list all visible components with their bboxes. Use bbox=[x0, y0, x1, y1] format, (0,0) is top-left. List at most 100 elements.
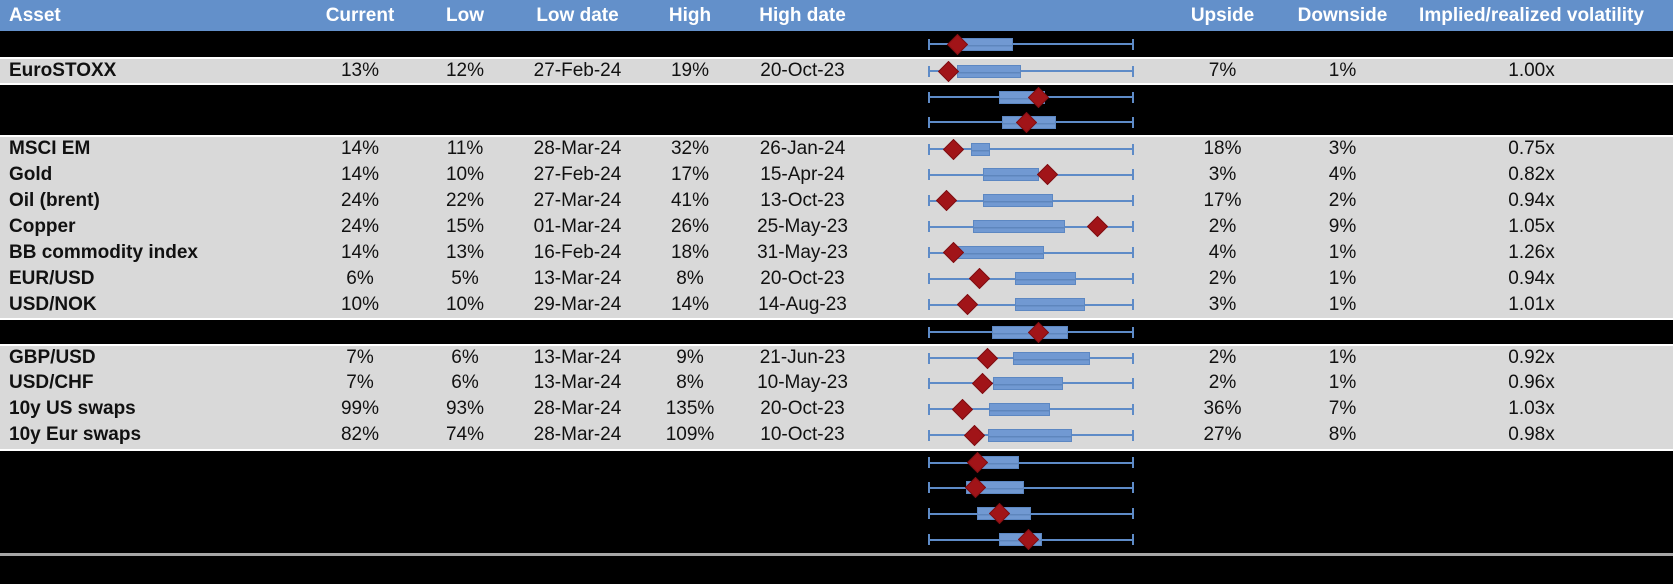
table-row: 10y Eur swaps 82% 74% 28-Mar-24 109% 10-… bbox=[0, 422, 1673, 449]
downside-cell bbox=[1295, 31, 1390, 57]
whisker-cap-right bbox=[1132, 221, 1134, 233]
high-date-cell bbox=[725, 527, 880, 553]
asset-cell: USD/NOK bbox=[9, 293, 97, 315]
boxplot bbox=[928, 370, 1134, 396]
table-row: Gold 14% 10% 27-Feb-24 17% 15-Apr-24 3% … bbox=[0, 161, 1673, 188]
box-range bbox=[1014, 272, 1076, 286]
box-range bbox=[955, 246, 1044, 260]
boxplot bbox=[928, 58, 1134, 84]
low-cell: 74% bbox=[445, 424, 485, 446]
low-date-cell: 13-Mar-24 bbox=[533, 347, 622, 369]
whisker-cap-right bbox=[1132, 457, 1134, 469]
box-range bbox=[992, 376, 1063, 390]
current-cell: 14% bbox=[340, 138, 380, 160]
upside-cell: 3% bbox=[1208, 293, 1237, 315]
high-date-cell: 13-Oct-23 bbox=[760, 189, 845, 211]
current-marker-diamond bbox=[971, 372, 993, 394]
low-cell bbox=[430, 451, 500, 475]
high-cell bbox=[655, 31, 725, 57]
high-cell: 17% bbox=[670, 163, 710, 185]
implied-realized-cell bbox=[1390, 451, 1673, 475]
current-marker-diamond bbox=[968, 268, 990, 290]
upside-cell: 36% bbox=[1203, 398, 1242, 420]
low-date-cell bbox=[500, 451, 655, 475]
downside-cell bbox=[1295, 501, 1390, 527]
boxplot bbox=[928, 240, 1134, 266]
low-date-cell: 29-Mar-24 bbox=[533, 293, 622, 315]
current-cell bbox=[290, 31, 430, 57]
table-row: GBP/USD 7% 6% 13-Mar-24 9% 21-Jun-23 2% … bbox=[0, 344, 1673, 371]
low-date-cell: 28-Mar-24 bbox=[533, 398, 622, 420]
whisker-cap-right bbox=[1132, 508, 1134, 520]
asset-cell bbox=[0, 501, 290, 527]
low-date-cell bbox=[500, 475, 655, 501]
asset-cell bbox=[0, 109, 290, 135]
low-cell: 5% bbox=[451, 267, 479, 289]
box-range bbox=[983, 168, 1040, 182]
downside-cell: 4% bbox=[1328, 163, 1357, 185]
upside-cell: 18% bbox=[1203, 138, 1242, 160]
spacer-row bbox=[0, 31, 1673, 58]
low-date-cell bbox=[500, 501, 655, 527]
whisker-cap-left bbox=[928, 221, 930, 233]
whisker-cap-right bbox=[1132, 273, 1134, 285]
downside-cell: 1% bbox=[1328, 241, 1357, 263]
current-cell: 82% bbox=[340, 424, 380, 446]
implied-realized-cell: 0.98x bbox=[1508, 424, 1555, 446]
boxplot bbox=[928, 527, 1134, 553]
upside-cell: 2% bbox=[1208, 347, 1237, 369]
current-cell: 6% bbox=[346, 267, 374, 289]
upside-cell: 17% bbox=[1203, 189, 1242, 211]
whisker-cap-left bbox=[928, 457, 930, 469]
downside-cell: 1% bbox=[1328, 293, 1357, 315]
current-marker-diamond bbox=[1036, 163, 1059, 186]
high-cell: 109% bbox=[665, 424, 715, 446]
box-range bbox=[971, 142, 990, 156]
upside-cell bbox=[1150, 85, 1295, 109]
current-cell bbox=[290, 109, 430, 135]
whisker-cap-left bbox=[928, 273, 930, 285]
implied-realized-cell bbox=[1390, 475, 1673, 501]
whisker-cap-left bbox=[928, 326, 930, 338]
low-date-cell: 27-Feb-24 bbox=[533, 163, 622, 185]
asset-cell bbox=[0, 85, 290, 109]
asset-cell: MSCI EM bbox=[9, 138, 91, 160]
whisker-cap-right bbox=[1132, 247, 1134, 259]
low-date-cell: 13-Mar-24 bbox=[533, 267, 622, 289]
low-date-cell: 28-Mar-24 bbox=[533, 138, 622, 160]
boxplot bbox=[928, 319, 1134, 345]
boxplot-cell bbox=[880, 292, 1150, 318]
whisker-cap-right bbox=[1132, 91, 1134, 103]
low-cell: 22% bbox=[445, 189, 485, 211]
downside-cell: 2% bbox=[1328, 189, 1357, 211]
current-marker-diamond bbox=[963, 424, 985, 447]
low-date-cell: 28-Mar-24 bbox=[533, 424, 622, 446]
whisker-cap-left bbox=[928, 299, 930, 311]
low-cell bbox=[430, 31, 500, 57]
high-cell: 8% bbox=[676, 267, 704, 289]
header-asset: Asset bbox=[9, 4, 61, 26]
high-cell bbox=[655, 501, 725, 527]
whisker-cap-left bbox=[928, 482, 930, 494]
low-cell bbox=[430, 475, 500, 501]
boxplot bbox=[928, 396, 1134, 422]
whisker-cap-left bbox=[928, 65, 930, 77]
current-cell: 10% bbox=[340, 293, 380, 315]
implied-realized-cell: 1.01x bbox=[1508, 293, 1555, 315]
asset-cell bbox=[0, 527, 290, 553]
table-row: Copper 24% 15% 01-Mar-24 26% 25-May-23 2… bbox=[0, 213, 1673, 240]
implied-realized-cell: 1.03x bbox=[1508, 398, 1555, 420]
whisker-cap-right bbox=[1132, 482, 1134, 494]
implied-realized-cell bbox=[1390, 31, 1673, 57]
upside-cell bbox=[1150, 31, 1295, 57]
upside-cell bbox=[1150, 501, 1295, 527]
high-date-cell: 31-May-23 bbox=[757, 241, 848, 263]
spacer-row bbox=[0, 526, 1673, 553]
boxplot bbox=[928, 450, 1134, 476]
current-marker-diamond bbox=[935, 190, 957, 212]
upside-cell: 3% bbox=[1208, 163, 1237, 185]
whisker-cap-right bbox=[1132, 65, 1134, 77]
whisker-line bbox=[928, 43, 1134, 46]
boxplot-cell bbox=[880, 451, 1150, 475]
whisker-cap-left bbox=[928, 247, 930, 259]
